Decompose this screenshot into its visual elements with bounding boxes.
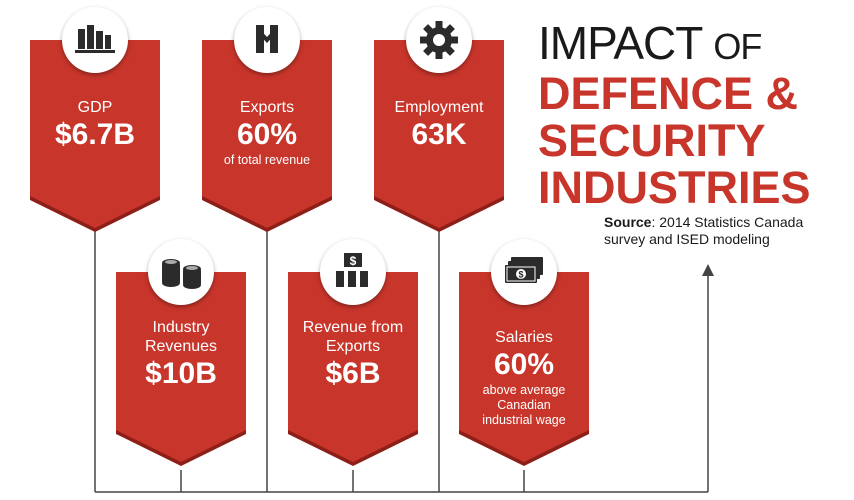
card-label: Exports [239,99,295,116]
title-line-1: IMPACT OF [538,20,848,70]
card-note: of total revenue [223,153,311,167]
card-label: Revenue from Exports [302,319,404,355]
card-value: 60% [236,118,298,151]
card-label: Salaries [495,329,553,346]
card-label: GDP [77,99,113,116]
bar-chart-icon [75,25,115,53]
card-gdp: GDP $6.7B [30,7,160,236]
card-shape [288,272,418,466]
svg-text:$: $ [350,254,357,268]
money-growth-icon: $ [336,253,368,287]
page-title: IMPACT OF DEFENCE & SECURITY INDUSTRIES [538,20,848,211]
title-line-2: DEFENCE & [538,68,799,119]
export-arrows-icon [256,25,278,53]
icon-circle: $ [320,239,386,305]
title-impact: IMPACT [538,17,703,69]
card-shape [116,272,246,466]
source-label: Source [604,214,652,230]
coins-icon [162,259,201,289]
card-note: above average Canadian industrial wage [482,383,566,427]
gear-icon [420,21,458,59]
title-line-3: SECURITY [538,115,766,166]
card-shape [374,40,504,232]
card-value: 63K [411,118,467,151]
icon-circle [406,7,472,73]
card-value: 60% [493,348,555,381]
svg-text:$: $ [518,270,523,280]
icon-circle [234,7,300,73]
icon-circle [62,7,128,73]
card-label: Industry Revenues [144,319,218,355]
card-value: $6.7B [54,118,136,151]
icon-circle: $ [491,239,557,305]
title-of: OF [713,26,762,67]
card-value: $6B [325,357,381,390]
card-shape [459,272,589,466]
card-revenue-from-exports: $ Revenue from Exports $6B [288,239,418,470]
card-shape [30,40,160,232]
card-label: Employment [394,99,484,116]
icon-circle [148,239,214,305]
card-salaries: $ Salaries 60% above average Canadian in… [459,239,589,470]
source-note: Source: 2014 Statistics Canada survey an… [604,214,844,248]
title-line-4: INDUSTRIES [538,162,811,213]
card-employment: Employment 63K [374,7,504,236]
card-shape [202,40,332,232]
card-exports: Exports 60% of total revenue [202,7,332,236]
card-value: $10B [145,357,217,390]
cash-icon: $ [505,257,543,283]
arrow-head [702,264,714,276]
card-industry-revenues: Industry Revenues $10B [116,239,246,470]
source-text: : 2014 Statistics Canada survey and ISED… [604,214,804,247]
